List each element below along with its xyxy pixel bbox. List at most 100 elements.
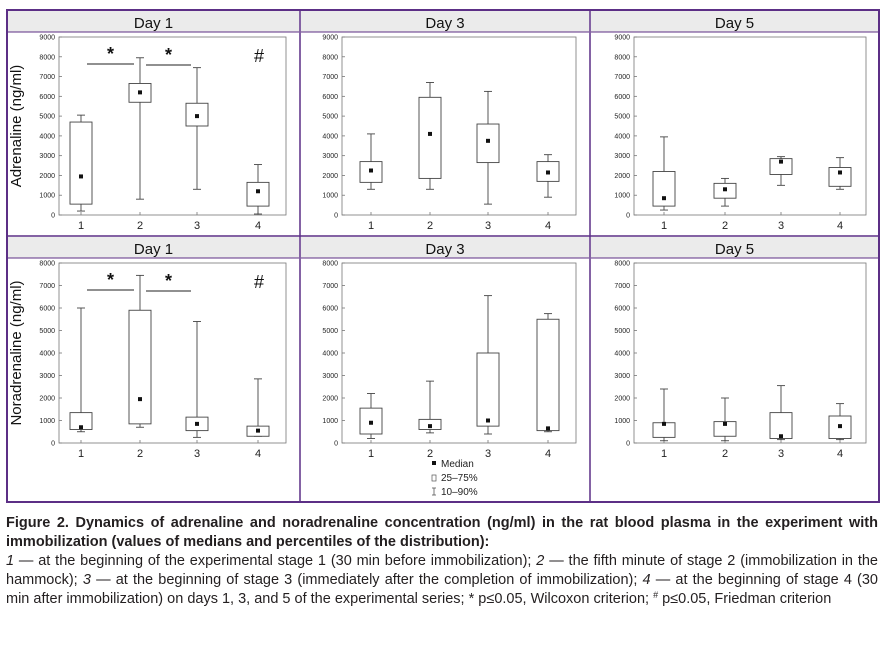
box-plot [769,156,793,186]
median-marker [138,90,142,95]
y-tick-label: 0 [626,441,630,448]
median-marker [369,420,373,425]
y-tick-label: 0 [334,441,338,448]
y-tick-label: 4000 [614,351,630,358]
x-tick-label: 2 [722,220,728,232]
chart-title: Day 1 [134,15,173,32]
y-tick-label: 7000 [39,74,55,81]
box-plot [359,133,383,190]
chart-legend: Median 25–75% 10–90% [431,459,478,498]
caption-item-text: — the fifth minute of stage 2 (immobiliz… [6,553,878,588]
x-tick-label: 1 [661,220,667,232]
x-tick-label: 2 [427,448,433,460]
median-marker [662,196,666,201]
box-plot [185,321,209,438]
legend-median-symbol [432,461,436,465]
x-tick-label: 3 [485,220,491,232]
box-plot [536,154,560,198]
y-tick-label: 8000 [614,261,630,268]
y-tick-label: 4000 [322,133,338,140]
box-plot [69,307,93,433]
legend-whisker-label: 10–90% [441,487,478,498]
figure-caption: Figure 2. Dynamics of adrenaline and nor… [6,514,878,609]
chart-panel: Day 5 0 1000 2000 3000 4000 5000 6000 7000 8000 1 2… [614,241,867,460]
median-marker [546,170,550,175]
x-tick-label: 4 [837,220,843,232]
plot-area [633,36,867,216]
y-tick-label: 8000 [39,261,55,268]
y-tick-label: 3000 [39,153,55,160]
x-tick-label: 2 [137,220,143,232]
caption-item-text: — at the beginning of stage 4 (30 min af… [6,572,878,607]
box-plot [652,388,676,442]
box-plot [476,295,500,435]
y-axis-label: Noradrenaline (ng/ml) [8,280,25,425]
plot-area [58,36,287,216]
caption-note-star: * p≤0.05, Wilcoxon criterion; [468,591,654,607]
box-plot [418,380,442,434]
y-tick-label: 5000 [614,114,630,121]
box-plot [476,90,500,205]
y-tick-label: 0 [626,213,630,220]
iqr-box [128,309,152,425]
y-tick-label: 6000 [614,94,630,101]
x-tick-label: 4 [255,220,261,232]
x-tick-label: 4 [837,448,843,460]
box-plot [769,385,793,441]
significance-star: * [165,271,172,291]
caption-item-text: — at the beginning of the experimental s… [14,553,537,569]
y-axis-label: Adrenaline (ng/ml) [8,65,25,188]
iqr-box [69,121,93,205]
median-marker [195,114,199,119]
panel-header [591,237,878,258]
median-marker [256,428,260,433]
box-plot [536,313,560,433]
iqr-box [769,412,793,439]
y-tick-label: 1000 [322,418,338,425]
median-marker [79,425,83,430]
caption-item-number: 2 [536,553,545,569]
chart-title: Day 3 [425,241,464,258]
panel-header [301,11,589,32]
chart-panel: Day 1 0 1000 2000 3000 4000 5000 6000 7000 8000 90… [8,15,287,232]
y-tick-label: 2000 [322,173,338,180]
significance-star: * [107,44,114,64]
y-tick-label: 3000 [322,153,338,160]
chart-panel: Day 3 0 1000 2000 3000 4000 5000 6000 7000 8000 90… [322,15,577,232]
y-tick-label: 5000 [322,328,338,335]
y-tick-label: 4000 [614,133,630,140]
y-tick-label: 4000 [39,351,55,358]
y-tick-label: 6000 [39,306,55,313]
iqr-box [652,171,676,207]
x-tick-label: 3 [778,448,784,460]
y-tick-label: 1000 [614,193,630,200]
x-tick-label: 4 [545,448,551,460]
x-tick-label: 2 [722,448,728,460]
y-tick-label: 5000 [614,328,630,335]
y-tick-label: 9000 [614,35,630,42]
chart-panel: Day 1 0 1000 2000 3000 4000 5000 6000 7000 8000 No… [8,241,287,460]
median-marker [256,189,260,194]
y-tick-label: 8000 [39,54,55,61]
chart-panel: Day 3 0 1000 2000 3000 4000 5000 6000 7000 8000 1 2… [322,241,577,460]
y-tick-label: 1000 [39,418,55,425]
figure-panel: Day 1 0 1000 2000 3000 4000 5000 6000 7000 8000 90… [6,9,880,503]
y-tick-label: 2000 [39,396,55,403]
x-tick-label: 4 [545,220,551,232]
median-marker [546,426,550,431]
box-plot [246,378,270,437]
box-plot [418,82,442,190]
caption-item-number: 3 [82,572,91,588]
y-tick-label: 2000 [39,173,55,180]
iqr-box [828,167,852,187]
y-tick-label: 3000 [39,373,55,380]
y-tick-label: 3000 [322,373,338,380]
median-marker [723,421,727,426]
y-tick-label: 9000 [322,35,338,42]
y-tick-label: 1000 [322,193,338,200]
median-marker [662,421,666,426]
box-plot [359,393,383,439]
median-marker [779,434,783,439]
box-plot [128,57,152,200]
y-tick-label: 6000 [322,306,338,313]
